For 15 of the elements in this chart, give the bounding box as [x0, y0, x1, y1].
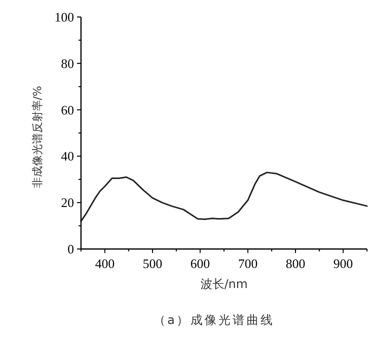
y-tick-label: 80: [61, 56, 74, 71]
x-axis-title: 波长/nm: [200, 277, 248, 291]
x-tick-label: 700: [238, 256, 258, 271]
x-tick-label: 900: [333, 256, 353, 271]
x-tick-label: 800: [286, 256, 306, 271]
y-tick-label: 0: [68, 242, 74, 256]
y-axis-title: 非成像光谱反射率/%: [31, 86, 44, 188]
y-tick-label: 100: [54, 10, 74, 24]
x-tick-label: 500: [142, 256, 162, 271]
text: （a）成像光谱曲线: [153, 313, 275, 327]
y-tick-label: 20: [61, 195, 74, 210]
y-tick-label: 60: [61, 102, 74, 118]
x-tick-label: 600: [190, 256, 210, 271]
x-tick-label: 400: [95, 256, 115, 271]
y-tick-label: 40: [61, 148, 74, 164]
